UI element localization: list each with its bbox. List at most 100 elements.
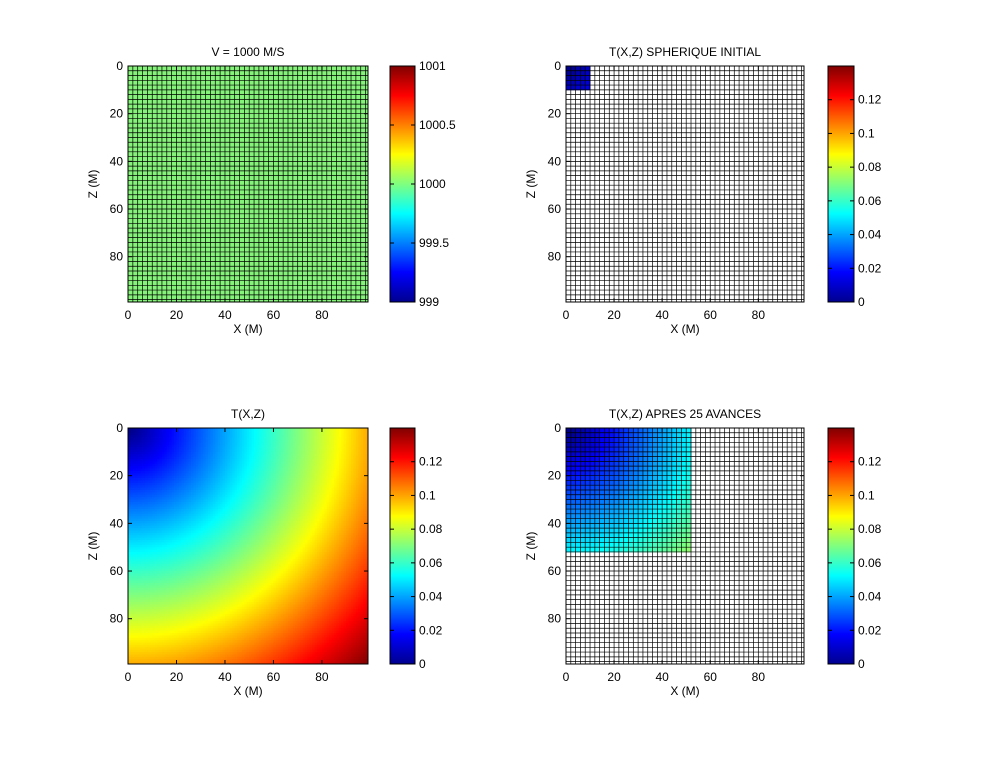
field-cell [133,592,136,595]
field-cell [138,476,141,479]
field-cell [189,540,192,543]
field-cell [138,528,141,531]
field-cell [143,602,146,605]
field-cell [150,528,153,531]
field-cell [193,619,196,622]
field-cell [135,502,138,505]
field-cell [191,573,194,576]
field-cell [147,490,150,493]
field-cell [174,538,177,541]
field-cell [174,657,177,660]
field-cell [208,616,211,619]
field-cell [237,597,240,600]
field-cell [184,583,187,586]
field-cell [140,459,143,462]
field-cell [140,638,143,641]
field-cell [225,476,228,479]
field-cell [203,430,206,433]
field-cell [167,471,170,474]
field-cell [237,495,240,498]
field-cell [189,557,192,560]
field-cell [184,497,187,500]
field-cell [208,483,211,486]
field-cell [133,433,136,436]
field-cell [133,490,136,493]
field-cell [138,612,141,615]
field-cell [172,509,175,512]
field-cell [181,485,184,488]
field-cell [172,576,175,579]
field-cell [227,590,230,593]
field-cell [130,557,133,560]
field-cell [143,647,146,650]
field-cell [143,623,146,626]
field-cell [198,659,201,662]
field-cell [206,581,209,584]
field-cell [189,516,192,519]
field-cell [160,464,163,467]
field-cell [235,566,238,569]
field-cell [155,430,158,433]
field-cell [160,459,163,462]
field-cell [145,571,148,574]
field-cell [152,466,155,469]
field-cell [208,559,211,562]
field-cell [215,454,218,457]
field-cell [145,600,148,603]
field-cell [160,597,163,600]
field-cell [232,490,235,493]
field-cell [135,614,138,617]
field-cell [225,528,228,531]
field-cell [198,597,201,600]
field-cell [186,609,189,612]
field-cell [160,526,163,529]
field-cell [135,545,138,548]
field-cell [140,590,143,593]
field-cell [176,616,179,619]
field-cell [164,628,167,631]
field-cell [186,531,189,534]
field-cell [203,647,206,650]
field-cell [210,635,213,638]
field-cell [232,433,235,436]
field-cell [160,578,163,581]
field-cell [206,552,209,555]
field-cell [235,457,238,460]
field-cell [145,531,148,534]
field-cell [230,430,233,433]
field-cell [210,483,213,486]
field-cell [227,459,230,462]
field-cell [160,490,163,493]
field-cell [571,85,576,90]
field-cell [232,488,235,491]
field-cell [172,550,175,553]
field-cell [206,621,209,624]
field-cell [198,583,201,586]
field-cell [191,471,194,474]
field-cell [172,511,175,514]
field-cell [215,478,218,481]
field-cell [140,478,143,481]
field-cell [172,602,175,605]
field-cell [189,604,192,607]
field-cell [160,619,163,622]
field-cell [225,643,228,646]
field-cell [167,592,170,595]
field-cell [218,516,221,519]
field-cell [230,442,233,445]
field-cell [172,531,175,534]
field-cell [215,654,218,657]
field-cell [191,504,194,507]
field-cell [157,614,160,617]
field-cell [235,473,238,476]
field-cell [218,645,221,648]
field-cell [215,612,218,615]
field-cell [191,595,194,598]
field-cell [232,511,235,514]
field-cell [196,466,199,469]
field-cell [130,590,133,593]
field-cell [237,483,240,486]
field-cell [143,650,146,653]
field-cell [138,519,141,522]
